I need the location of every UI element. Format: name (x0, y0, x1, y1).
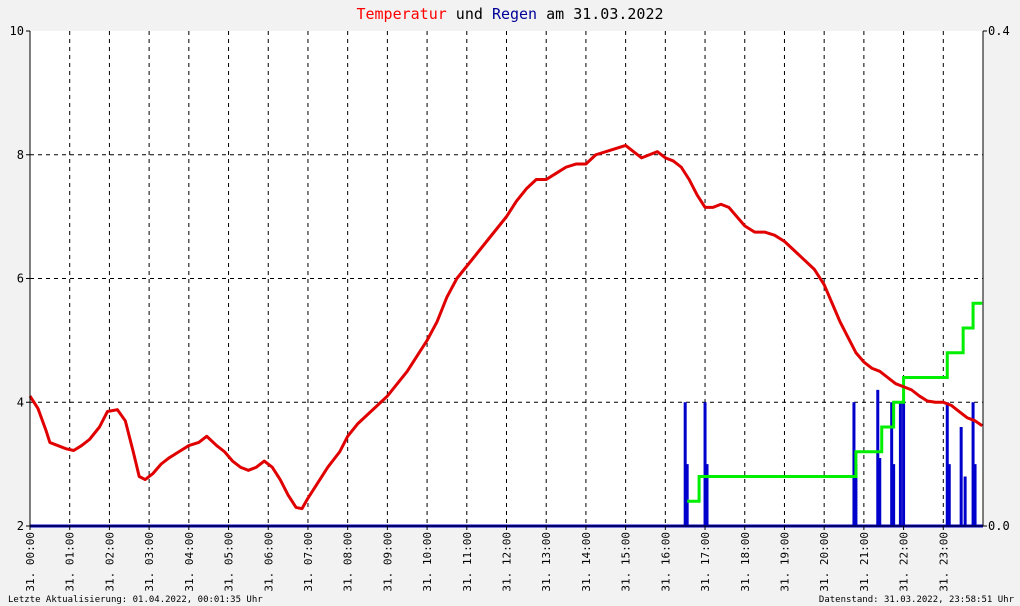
x-tick-label: 31. 23:00 (937, 532, 950, 592)
temperature-line (28, 143, 984, 511)
title-date: am 31.03.2022 (537, 5, 663, 23)
x-tick-label: 31. 13:00 (540, 532, 553, 592)
x-tick-label: 31. 05:00 (223, 532, 236, 592)
temperature-series (28, 143, 984, 511)
x-tick-label: 31. 10:00 (421, 532, 434, 592)
title-and: und (447, 5, 492, 23)
y-left-tick-label: 4 (17, 395, 24, 409)
rain-cumulative-series (687, 301, 983, 503)
footer-last-update: Letzte Aktualisierung: 01.04.2022, 00:01… (8, 595, 263, 605)
x-tick-label: 31. 09:00 (381, 532, 394, 592)
x-tick-label: 31. 08:00 (342, 532, 355, 592)
x-tick-label: 31. 01:00 (64, 532, 77, 592)
x-tick-label: 31. 18:00 (739, 532, 752, 592)
title-rain: Regen (492, 5, 537, 23)
chart-title: Temperatur und Regen am 31.03.2022 (356, 5, 663, 23)
x-tick-label: 31. 02:00 (103, 532, 116, 592)
x-tick-label: 31. 22:00 (898, 532, 911, 592)
rain-cumulative-line (687, 301, 983, 503)
y-right-tick-label: 0.0 (988, 519, 1010, 533)
x-tick-label: 31. 04:00 (183, 532, 196, 592)
x-tick-label: 31. 16:00 (659, 532, 672, 592)
x-tick-label: 31. 07:00 (302, 532, 315, 592)
x-tick-label: 31. 21:00 (858, 532, 871, 592)
title-temperature: Temperatur (356, 5, 446, 23)
x-tick-label: 31. 15:00 (620, 532, 633, 592)
y-left-tick-label: 8 (17, 148, 24, 162)
y-axis-left-ticks: 2 4 6 8 10 (10, 24, 30, 533)
x-tick-label: 31. 14:00 (580, 532, 593, 592)
y-left-tick-label: 10 (10, 24, 24, 38)
x-tick-label: 31. 06:00 (262, 532, 275, 592)
x-tick-label: 31. 20:00 (818, 532, 831, 592)
x-axis-ticks: 31. 00:00 31. 01:00 31. 02:00 31. 03:00 31. … (24, 526, 950, 592)
y-left-tick-label: 2 (17, 519, 24, 533)
x-tick-label: 31. 12:00 (501, 532, 514, 592)
x-tick-label: 31. 00:00 (24, 532, 37, 592)
x-tick-label: 31. 17:00 (699, 532, 712, 592)
y-axis-right-ticks: 0.0 0.4 (983, 24, 1010, 533)
x-tick-label: 31. 19:00 (778, 532, 791, 592)
x-tick-label: 31. 11:00 (461, 532, 474, 592)
x-tick-label: 31. 03:00 (143, 532, 156, 592)
footer-data-status: Datenstand: 31.03.2022, 23:58:51 Uhr (819, 595, 1015, 605)
grid-lines (30, 31, 983, 526)
y-right-tick-label: 0.4 (988, 24, 1010, 38)
y-left-tick-label: 6 (17, 272, 24, 286)
